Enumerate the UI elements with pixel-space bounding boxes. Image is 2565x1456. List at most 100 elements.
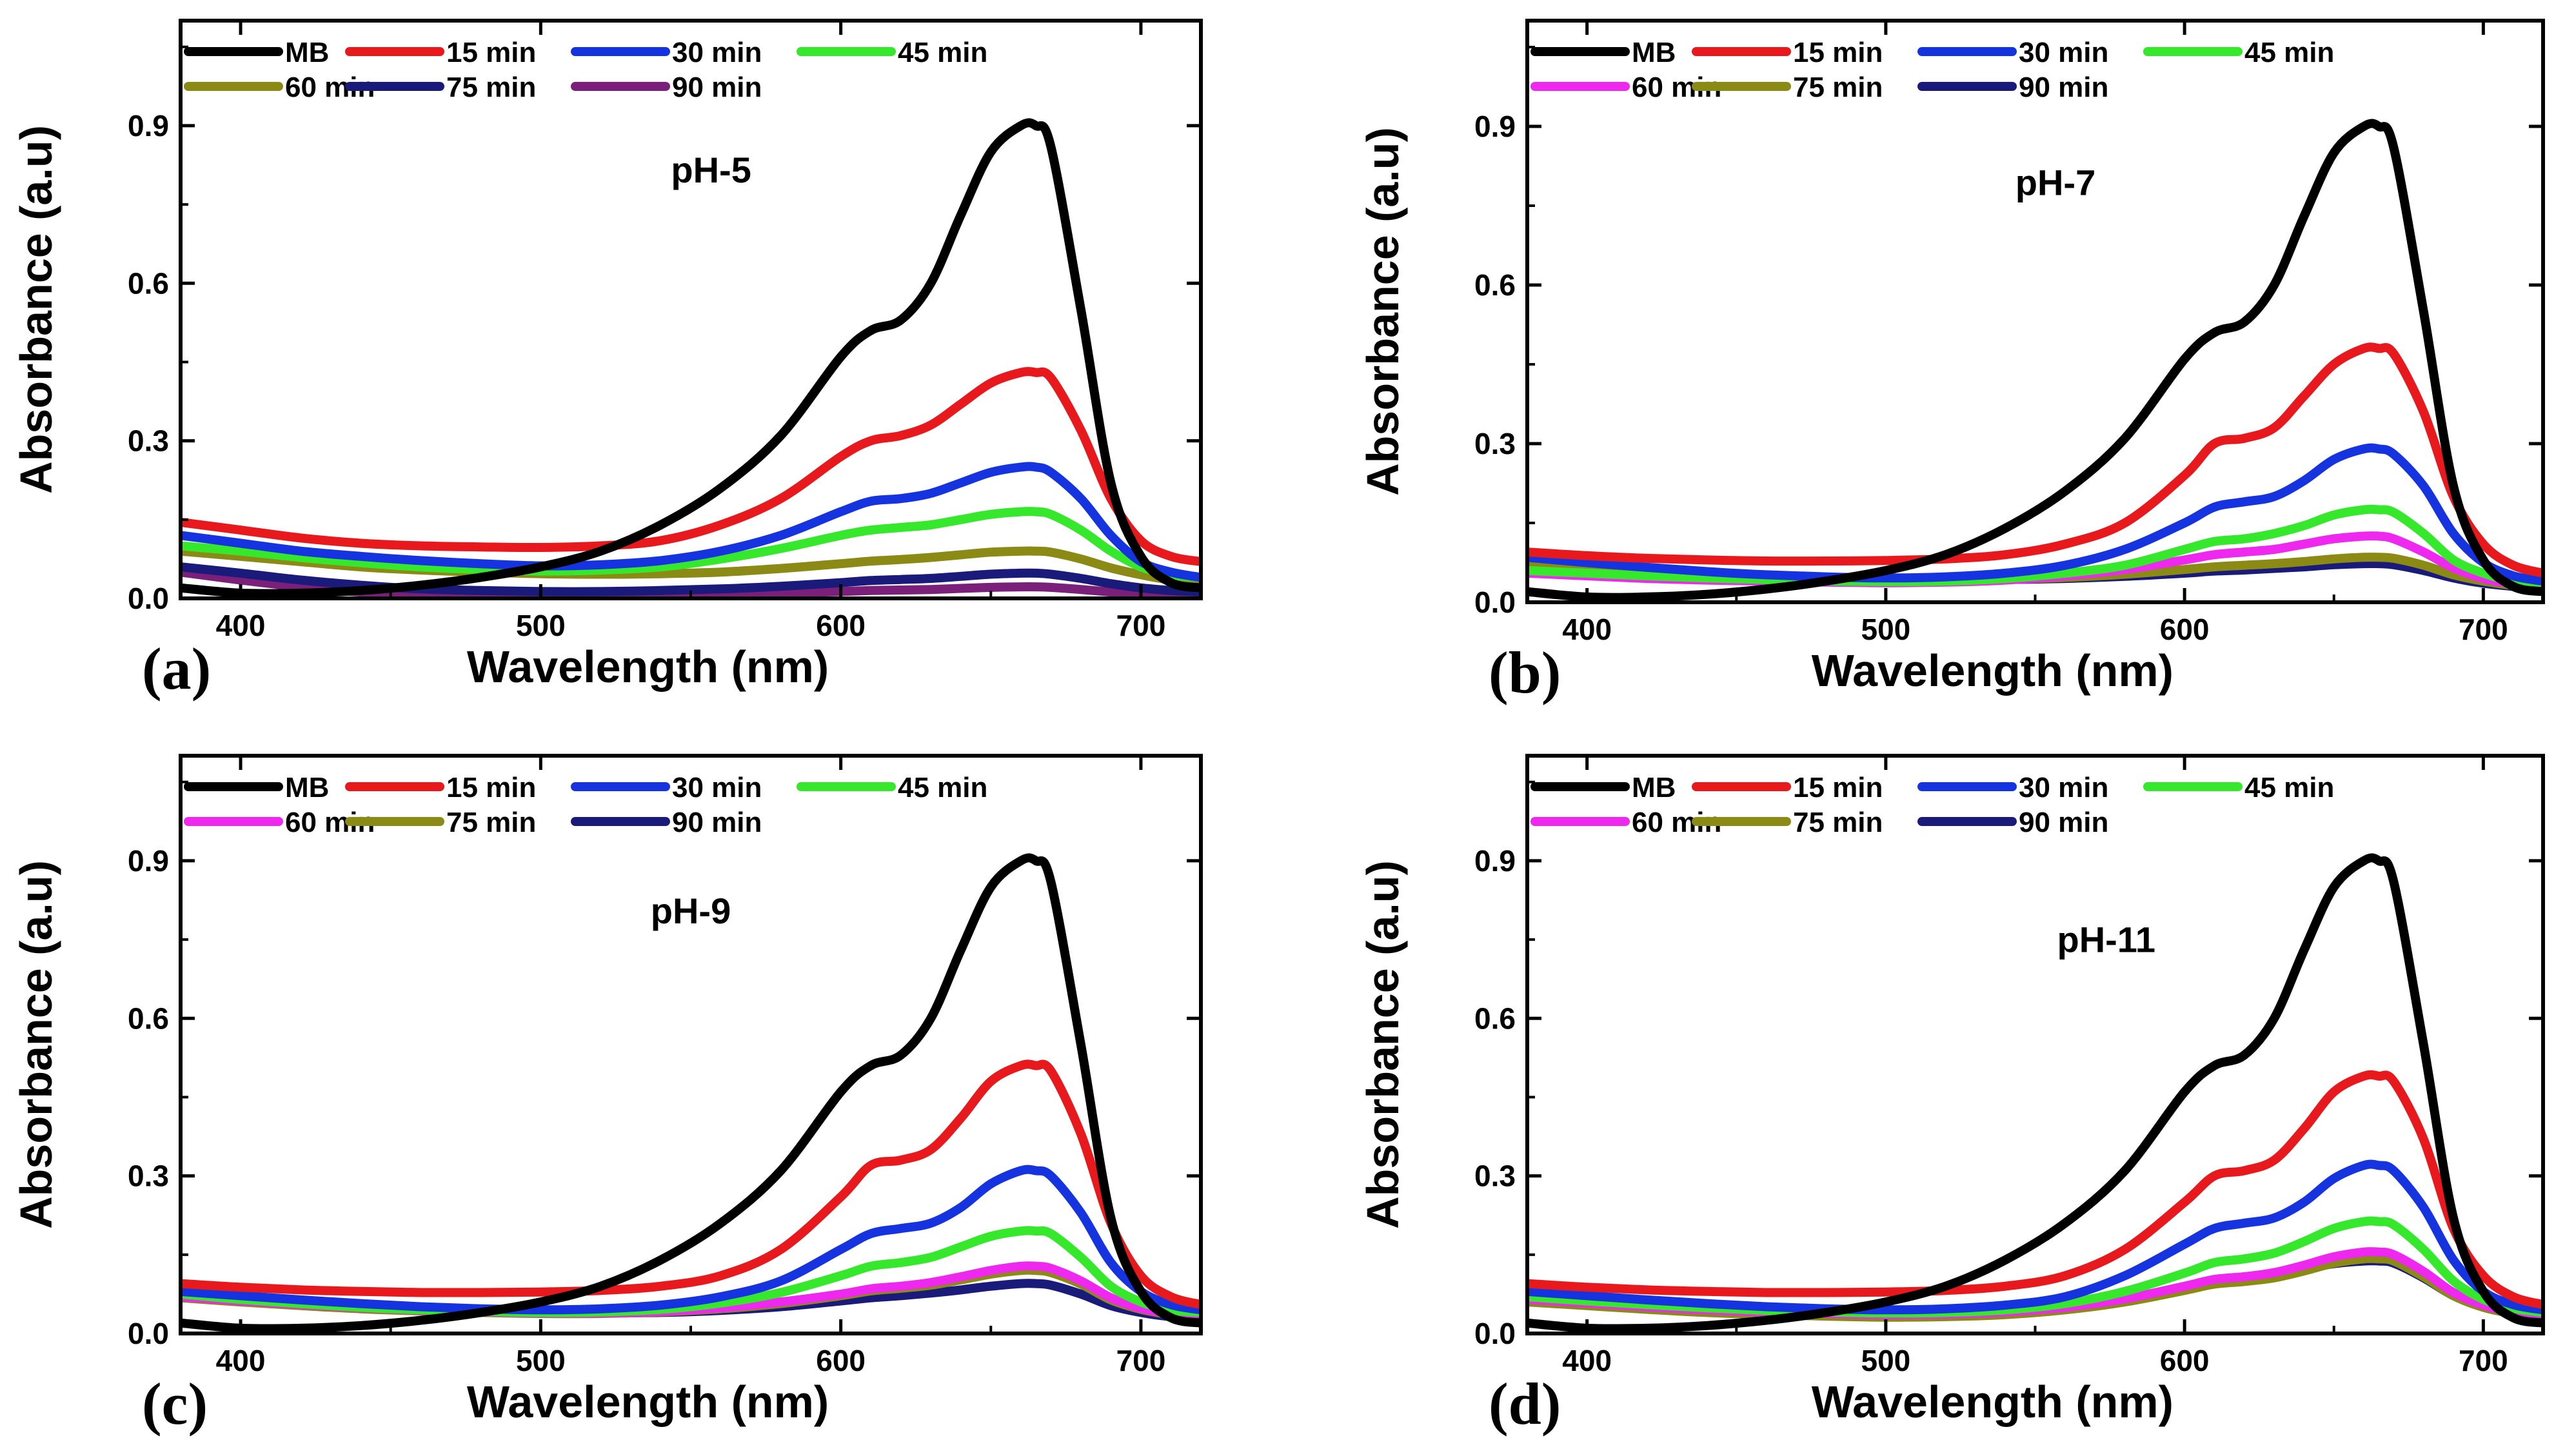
- legend-label: 90 min: [2019, 807, 2108, 838]
- legend-label: 45 min: [2244, 772, 2334, 803]
- legend-label: 15 min: [1793, 772, 1883, 803]
- legend-label: 75 min: [1793, 807, 1883, 838]
- series-line-15-min: [181, 367, 1201, 566]
- x-tick-label: 700: [2459, 613, 2508, 646]
- y-tick-label: 0.0: [128, 582, 169, 615]
- series-line-15-min: [181, 1059, 1201, 1310]
- y-tick-label: 0.9: [1474, 844, 1516, 878]
- x-tick-label: 700: [1116, 1344, 1166, 1377]
- y-tick-label: 0.3: [1474, 427, 1516, 460]
- x-axis-title: Wavelength (nm): [1812, 645, 2174, 696]
- x-tick-label: 600: [2160, 613, 2210, 646]
- y-tick-label: 0.3: [1474, 1159, 1516, 1193]
- ph-annotation: pH-9: [651, 890, 731, 931]
- x-tick-label: 600: [816, 609, 866, 642]
- series-line-mb: [181, 853, 1201, 1333]
- x-tick-label: 400: [216, 1344, 266, 1377]
- x-tick-label: 400: [1562, 1344, 1612, 1377]
- y-tick-label: 0.9: [128, 109, 169, 143]
- x-tick-label: 600: [2160, 1344, 2210, 1377]
- chart-panel-c: 400 500 600 700 0.0 0.3 0.6 0.9 Wavelength (nm) A…: [11, 754, 1203, 1437]
- panel-label: (b): [1489, 640, 1561, 705]
- legend-label: 75 min: [446, 807, 536, 838]
- x-axis-title: Wavelength (nm): [467, 1377, 829, 1427]
- legend-label: MB: [1632, 37, 1676, 68]
- legend-label: MB: [285, 772, 329, 803]
- x-tick-label: 500: [516, 1344, 566, 1377]
- legend-label: 75 min: [1793, 72, 1883, 103]
- y-tick-label: 0.0: [1474, 1317, 1516, 1350]
- series-lines: [181, 853, 1201, 1333]
- series-lines: [181, 118, 1201, 598]
- x-axis-title: Wavelength (nm): [1812, 1377, 2174, 1427]
- y-axis-title: Absorbance (a.u): [11, 125, 61, 494]
- y-tick-label: 0.3: [128, 424, 169, 458]
- legend-label: 90 min: [672, 807, 762, 838]
- series-line-mb: [1527, 853, 2543, 1333]
- legend-label: 75 min: [446, 72, 536, 103]
- y-axis-title: Absorbance (a.u): [1358, 127, 1408, 496]
- y-tick-label: 0.0: [1474, 585, 1516, 619]
- legend-label: 30 min: [2019, 37, 2108, 68]
- y-axis-title: Absorbance (a.u): [1358, 860, 1408, 1229]
- y-tick-label: 0.6: [128, 266, 169, 300]
- series-lines: [1527, 119, 2543, 602]
- y-tick-label: 0.3: [128, 1159, 169, 1193]
- series-line-mb: [1527, 119, 2543, 602]
- y-tick-label: 0.6: [128, 1001, 169, 1035]
- chart-panel-d: 400 500 600 700 0.0 0.3 0.6 0.9 Wavelength (nm) A…: [1358, 754, 2545, 1437]
- series-line-15-min: [1527, 1070, 2543, 1310]
- legend-label: 30 min: [672, 37, 762, 68]
- x-tick-label: 400: [1562, 613, 1612, 646]
- series-line-30-min: [1527, 443, 2543, 586]
- ph-annotation: pH-7: [2015, 162, 2095, 203]
- legend-label: MB: [1632, 772, 1676, 803]
- x-tick-label: 500: [1861, 613, 1911, 646]
- legend-label: MB: [285, 37, 329, 68]
- legend-label: 30 min: [672, 772, 762, 803]
- ph-annotation: pH-11: [2057, 920, 2156, 960]
- legend-label: 90 min: [2019, 72, 2108, 103]
- legend-label: 45 min: [2244, 37, 2334, 68]
- series-line-15-min: [1527, 342, 2543, 578]
- series-line-30-min: [1527, 1159, 2543, 1315]
- legend-label: 15 min: [1793, 37, 1883, 68]
- series-line-30-min: [181, 1165, 1201, 1315]
- legend-label: 15 min: [446, 772, 536, 803]
- x-tick-label: 400: [216, 609, 266, 642]
- panel-label: (a): [142, 636, 211, 702]
- series-line-30-min: [181, 462, 1201, 582]
- x-tick-label: 700: [2459, 1344, 2508, 1377]
- x-axis-title: Wavelength (nm): [467, 642, 829, 692]
- ph-annotation: pH-5: [671, 150, 751, 190]
- y-tick-label: 0.0: [128, 1317, 169, 1350]
- series-line-45-min: [181, 507, 1201, 582]
- y-axis-title: Absorbance (a.u): [11, 860, 61, 1229]
- y-tick-label: 0.9: [1474, 110, 1516, 143]
- chart-panel-b: 400 500 600 700 0.0 0.3 0.6 0.9 Wavelength (nm) A…: [1358, 19, 2545, 705]
- legend-label: 15 min: [446, 37, 536, 68]
- panel-label: (c): [142, 1371, 208, 1437]
- y-tick-label: 0.6: [1474, 1001, 1516, 1035]
- series-lines: [1527, 853, 2543, 1333]
- x-tick-label: 500: [1861, 1344, 1911, 1377]
- x-tick-label: 600: [816, 1344, 866, 1377]
- chart-panel-a: 400 500 600 700 0.0 0.3 0.6 0.9 Wavelength (nm) A…: [11, 19, 1203, 702]
- x-tick-label: 700: [1116, 609, 1166, 642]
- legend-label: 90 min: [672, 72, 762, 103]
- series-line-45-min: [1527, 504, 2543, 589]
- y-tick-label: 0.9: [128, 844, 169, 878]
- legend-label: 30 min: [2019, 772, 2108, 803]
- legend-label: 45 min: [898, 772, 987, 803]
- series-line-mb: [181, 118, 1201, 598]
- y-tick-label: 0.6: [1474, 268, 1516, 302]
- panel-label: (d): [1489, 1371, 1561, 1437]
- legend-label: 45 min: [898, 37, 987, 68]
- x-tick-label: 500: [516, 609, 566, 642]
